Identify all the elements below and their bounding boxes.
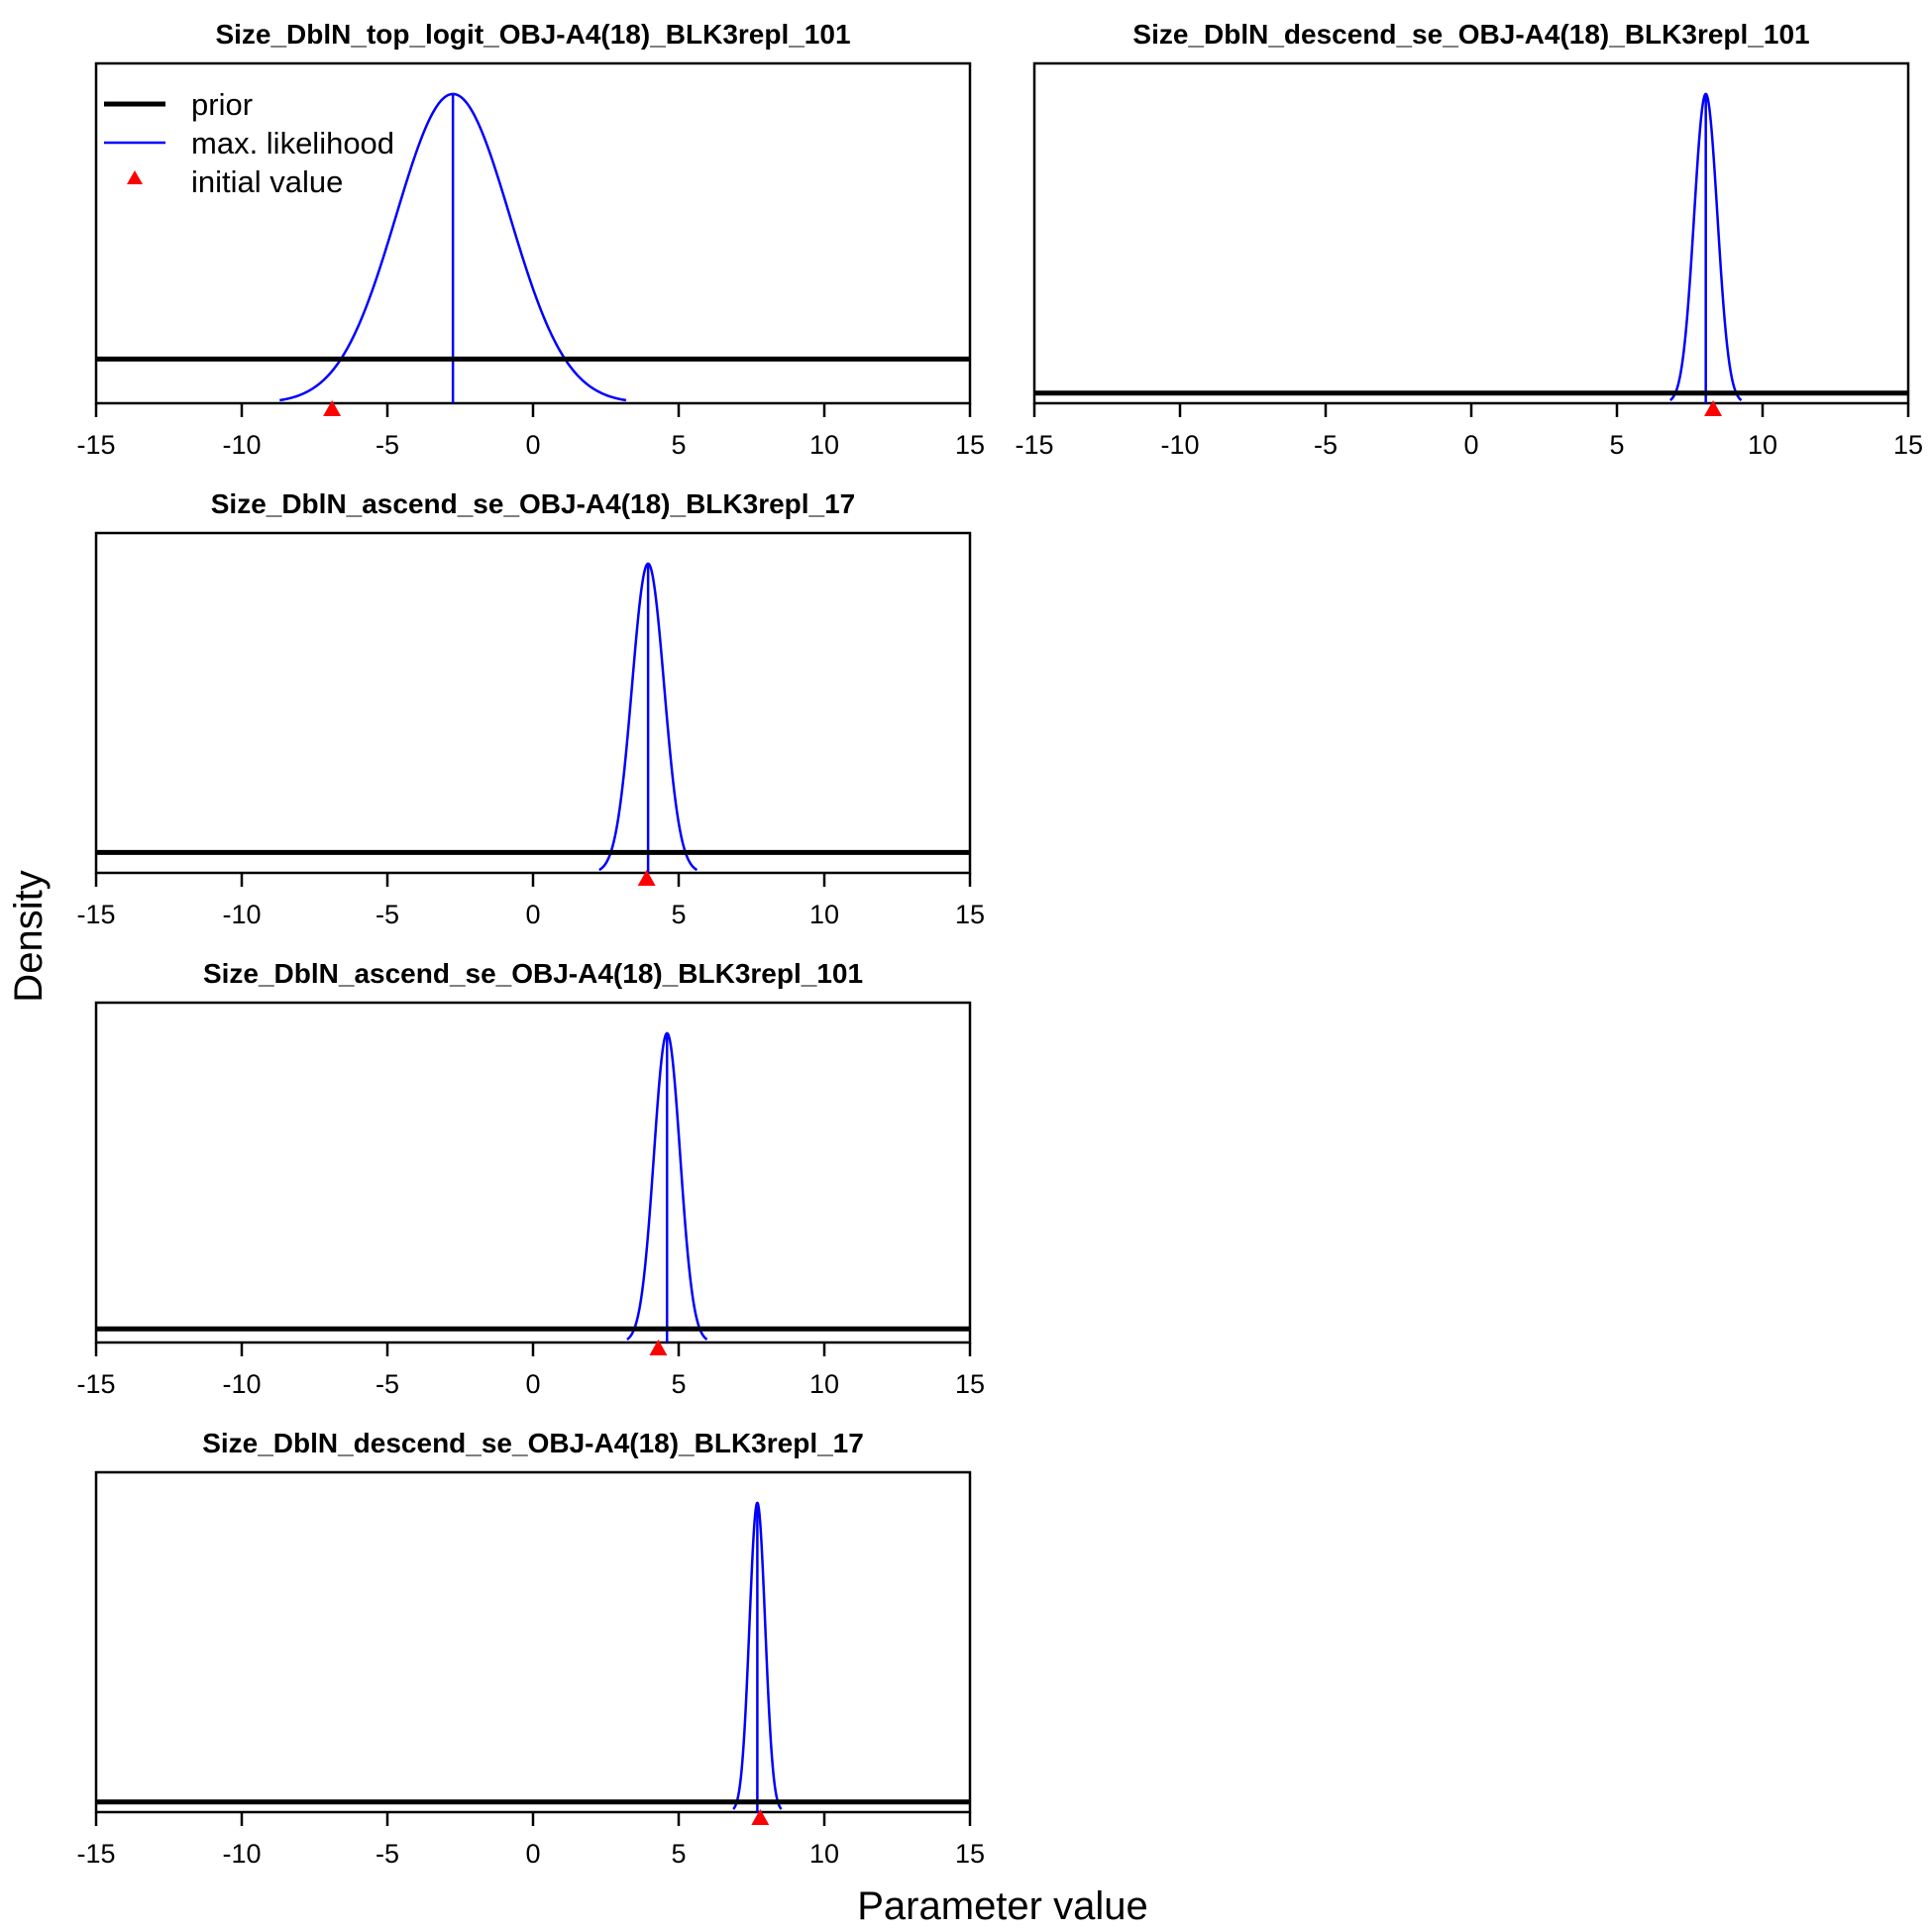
x-tick-label: -15 <box>76 430 115 460</box>
x-tick-label: 15 <box>955 1369 985 1399</box>
panel-1: Size_DblN_top_logit_OBJ-A4(18)_BLK3repl_… <box>76 19 985 460</box>
x-tick-label: 0 <box>525 1839 540 1869</box>
x-tick-label: -15 <box>76 1839 115 1869</box>
plot-frame <box>94 531 972 875</box>
x-tick-label: 10 <box>809 900 839 929</box>
legend-label: initial value <box>191 164 343 199</box>
x-tick-label: 10 <box>809 430 839 460</box>
legend-label: prior <box>191 87 253 122</box>
x-tick-label: -10 <box>222 430 261 460</box>
initial-value-marker <box>649 1340 668 1355</box>
x-tick-label: 15 <box>955 1839 985 1869</box>
x-tick-label: -10 <box>222 900 261 929</box>
x-tick-label: 10 <box>1748 430 1777 460</box>
x-tick-label: -5 <box>376 430 399 460</box>
initial-value-marker <box>751 1809 770 1825</box>
initial-value-marker <box>323 400 342 416</box>
x-tick-label: 0 <box>525 1369 540 1399</box>
y-axis-label: Density <box>7 870 51 1002</box>
x-tick-label: -15 <box>1015 430 1053 460</box>
plot-frame <box>94 1470 972 1814</box>
x-tick-label: 0 <box>525 900 540 929</box>
x-tick-label: -15 <box>76 900 115 929</box>
x-tick-label: -10 <box>222 1839 261 1869</box>
x-tick-label: -5 <box>376 1839 399 1869</box>
initial-value-marker <box>637 870 656 886</box>
x-tick-label: 0 <box>525 430 540 460</box>
x-tick-label: -5 <box>1314 430 1338 460</box>
x-tick-label: -15 <box>76 1369 115 1399</box>
x-tick-label: 15 <box>955 900 985 929</box>
x-tick-label: 5 <box>671 430 686 460</box>
legend-initial-swatch <box>127 170 143 184</box>
plot-frame <box>1032 61 1910 405</box>
panel-title: Size_DblN_ascend_se_OBJ-A4(18)_BLK3repl_… <box>203 958 863 989</box>
legend-item-line: max. likelihood <box>104 126 394 161</box>
x-tick-label: 15 <box>1893 430 1923 460</box>
panel-2: Size_DblN_descend_se_OBJ-A4(18)_BLK3repl… <box>1015 19 1923 460</box>
legend-item-triangle: initial value <box>127 164 343 199</box>
x-tick-label: 0 <box>1463 430 1478 460</box>
x-tick-label: -5 <box>376 900 399 929</box>
x-tick-label: 10 <box>809 1839 839 1869</box>
x-tick-label: 5 <box>671 1369 686 1399</box>
panel-title: Size_DblN_top_logit_OBJ-A4(18)_BLK3repl_… <box>215 19 850 50</box>
plot-frame <box>94 1001 972 1344</box>
panel-4: Size_DblN_ascend_se_OBJ-A4(18)_BLK3repl_… <box>76 958 985 1399</box>
initial-value-marker <box>1704 400 1723 416</box>
x-tick-label: -5 <box>376 1369 399 1399</box>
x-tick-label: -10 <box>1160 430 1199 460</box>
x-tick-label: 5 <box>1609 430 1624 460</box>
x-axis-label: Parameter value <box>857 1884 1147 1928</box>
panels-group: Size_DblN_top_logit_OBJ-A4(18)_BLK3repl_… <box>76 19 1923 1869</box>
panel-title: Size_DblN_descend_se_OBJ-A4(18)_BLK3repl… <box>1132 19 1809 50</box>
panel-5: Size_DblN_descend_se_OBJ-A4(18)_BLK3repl… <box>76 1428 985 1869</box>
x-tick-label: 5 <box>671 1839 686 1869</box>
x-tick-label: 5 <box>671 900 686 929</box>
x-tick-label: -10 <box>222 1369 261 1399</box>
x-tick-label: 10 <box>809 1369 839 1399</box>
panel-title: Size_DblN_ascend_se_OBJ-A4(18)_BLK3repl_… <box>211 488 856 519</box>
legend-label: max. likelihood <box>191 126 394 161</box>
panel-3: Size_DblN_ascend_se_OBJ-A4(18)_BLK3repl_… <box>76 488 985 929</box>
panel-title: Size_DblN_descend_se_OBJ-A4(18)_BLK3repl… <box>202 1428 864 1458</box>
x-tick-label: 15 <box>955 430 985 460</box>
legend-item-thick-line: prior <box>104 87 253 122</box>
